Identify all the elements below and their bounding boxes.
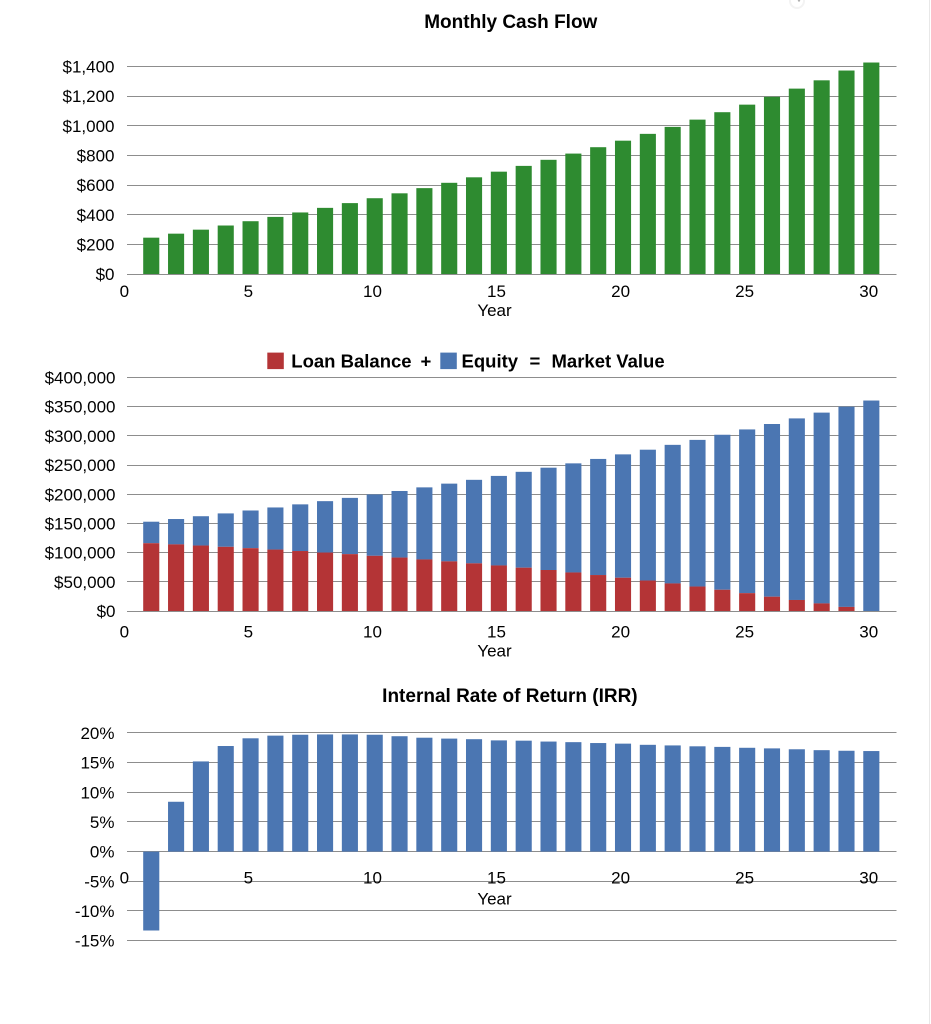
svg-text:$0: $0 [96,265,115,284]
svg-text:-5%: -5% [84,872,114,891]
svg-text:+: + [421,350,432,371]
svg-text:5: 5 [244,868,253,887]
svg-text:Equity: Equity [462,350,519,371]
svg-text:$250,000: $250,000 [45,456,116,475]
svg-text:15%: 15% [80,754,114,773]
svg-text:20%: 20% [80,724,114,743]
svg-text:Market Value: Market Value [552,350,665,371]
svg-text:10: 10 [363,622,382,641]
svg-text:10%: 10% [80,783,114,802]
svg-text:30: 30 [859,868,878,887]
svg-text:Year: Year [477,641,512,660]
svg-text:30: 30 [859,282,878,301]
svg-text:$1,400: $1,400 [63,58,115,77]
svg-text:10: 10 [363,868,382,887]
svg-text:-15%: -15% [75,932,115,951]
svg-text:0: 0 [120,868,129,887]
svg-text:0: 0 [120,622,129,641]
svg-text:$200: $200 [77,235,115,254]
svg-text:$600: $600 [77,176,115,195]
svg-text:15: 15 [487,868,506,887]
svg-text:Internal Rate of Return (IRR): Internal Rate of Return (IRR) [382,686,637,707]
svg-text:Monthly Cash Flow: Monthly Cash Flow [424,12,597,33]
svg-text:$400,000: $400,000 [45,369,116,388]
svg-text:$1,200: $1,200 [63,87,115,106]
svg-text:Year: Year [477,301,512,320]
svg-text:Loan Balance: Loan Balance [291,350,411,371]
svg-text:20: 20 [611,282,630,301]
svg-text:$800: $800 [77,147,115,166]
svg-text:$400: $400 [77,206,115,225]
svg-text:0%: 0% [90,843,115,862]
svg-text:=: = [530,350,541,371]
svg-text:15: 15 [487,282,506,301]
svg-text:Year: Year [477,889,512,908]
svg-text:25: 25 [735,622,754,641]
svg-text:$150,000: $150,000 [45,515,116,534]
svg-text:30: 30 [859,622,878,641]
svg-text:$50,000: $50,000 [54,573,115,592]
svg-text:$1,000: $1,000 [63,117,115,136]
svg-text:20: 20 [611,622,630,641]
svg-text:$100,000: $100,000 [45,544,116,563]
svg-text:$350,000: $350,000 [45,398,116,417]
svg-text:0: 0 [120,282,129,301]
svg-text:25: 25 [735,868,754,887]
svg-text:$200,000: $200,000 [45,485,116,504]
svg-text:5: 5 [244,622,253,641]
svg-text:25: 25 [735,282,754,301]
svg-text:$0: $0 [97,602,116,621]
svg-text:$300,000: $300,000 [45,427,116,446]
svg-text:-10%: -10% [75,902,115,921]
svg-text:5: 5 [244,282,253,301]
svg-text:20: 20 [611,868,630,887]
svg-text:5%: 5% [90,813,115,832]
svg-text:15: 15 [487,622,506,641]
svg-text:10: 10 [363,282,382,301]
